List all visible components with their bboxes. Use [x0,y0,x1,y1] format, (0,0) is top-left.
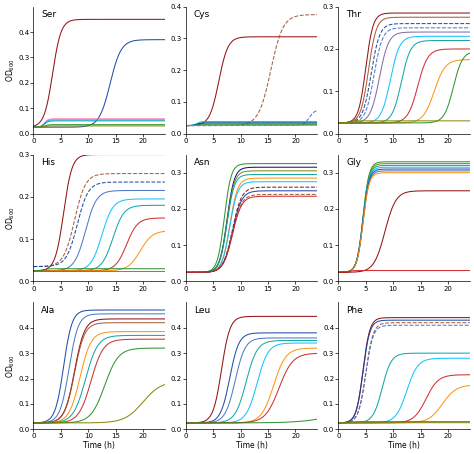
X-axis label: Time (h): Time (h) [388,441,420,450]
Y-axis label: OD$_{600}$: OD$_{600}$ [4,206,17,230]
Text: Ser: Ser [41,10,56,20]
Text: His: His [41,158,55,168]
Y-axis label: OD$_{600}$: OD$_{600}$ [4,58,17,82]
X-axis label: Time (h): Time (h) [236,441,268,450]
Y-axis label: OD$_{600}$: OD$_{600}$ [4,354,17,378]
Text: Ala: Ala [41,306,55,315]
Text: Leu: Leu [194,306,210,315]
Text: Thr: Thr [346,10,361,20]
Text: Cys: Cys [194,10,210,20]
Text: Phe: Phe [346,306,363,315]
X-axis label: Time (h): Time (h) [83,441,115,450]
Text: Asn: Asn [194,158,210,168]
Text: Gly: Gly [346,158,361,168]
